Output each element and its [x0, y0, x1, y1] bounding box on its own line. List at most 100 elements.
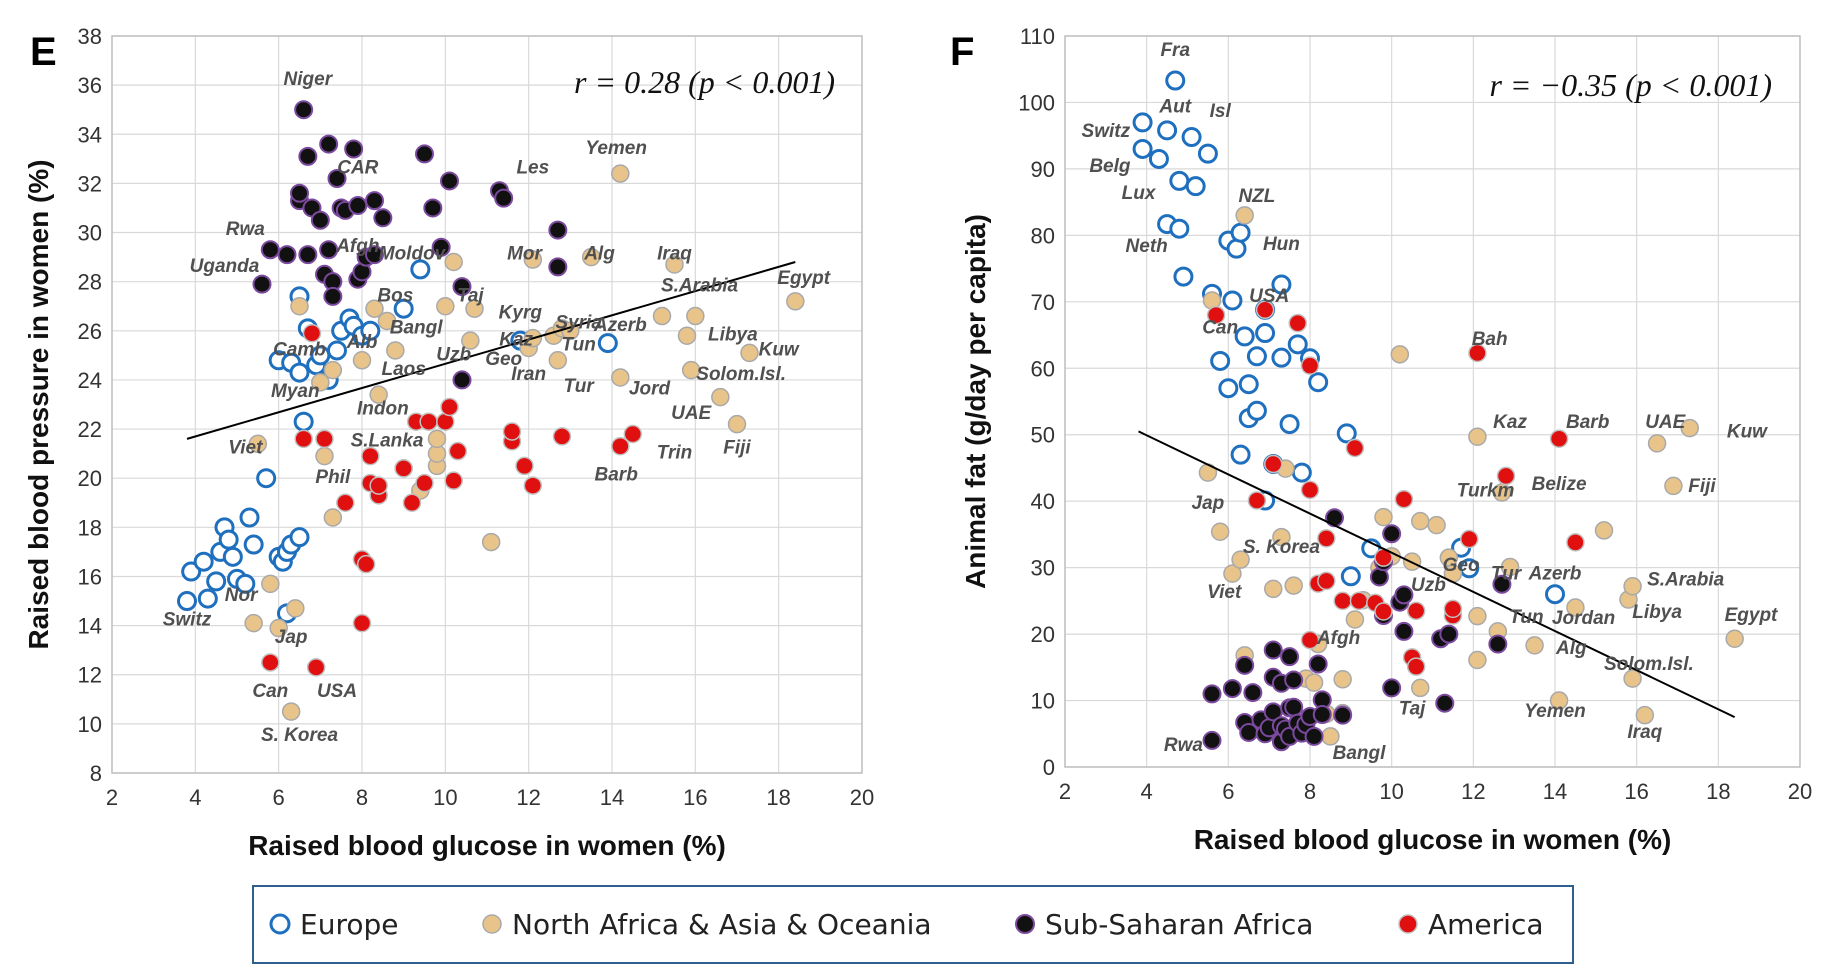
data-point	[1340, 566, 1361, 587]
data-point	[269, 618, 288, 638]
country-label: Jap	[275, 627, 308, 648]
country-label: Kuw	[759, 339, 800, 360]
data-point	[239, 507, 260, 528]
y-tick-label: 30	[78, 221, 102, 246]
data-point	[1169, 218, 1190, 239]
data-point	[244, 613, 263, 633]
data-point	[289, 527, 310, 548]
data-point	[293, 411, 314, 432]
data-point	[1468, 427, 1487, 446]
plot-area	[111, 35, 863, 774]
data-point	[193, 551, 214, 572]
country-label: Viet	[1207, 582, 1242, 603]
data-point	[1333, 705, 1353, 725]
data-point	[1374, 602, 1393, 621]
y-tick-label: 18	[78, 515, 102, 540]
country-label: Neth	[1126, 236, 1168, 257]
data-point	[548, 220, 568, 240]
country-label: Iraq	[1627, 722, 1662, 743]
data-point	[1439, 624, 1459, 644]
y-tick-label: 80	[1031, 223, 1055, 248]
data-point	[465, 299, 484, 318]
country-label: Libya	[1632, 602, 1682, 623]
data-point	[306, 658, 326, 677]
data-point	[1500, 557, 1520, 577]
y-tick-label: 0	[1043, 755, 1055, 780]
data-point	[352, 351, 372, 370]
data-point	[1394, 489, 1414, 509]
country-label: Rwa	[226, 219, 266, 240]
data-point	[1255, 300, 1275, 320]
data-point	[365, 191, 384, 211]
data-point	[298, 146, 318, 166]
country-label: Barb	[595, 465, 639, 486]
country-label: Kyrg	[499, 303, 543, 324]
data-point	[1230, 444, 1251, 465]
x-tick-label: 10	[1379, 779, 1403, 804]
x-tick-label: 10	[433, 785, 457, 810]
legend-item-am: America	[1398, 908, 1544, 941]
data-point	[1390, 345, 1410, 364]
data-point	[727, 414, 747, 434]
data-point	[415, 144, 434, 164]
data-point	[1647, 434, 1667, 453]
y-tick-label: 10	[1031, 689, 1055, 714]
country-label: Rwa	[1164, 735, 1204, 756]
data-point	[1247, 491, 1267, 510]
data-point	[1333, 670, 1352, 689]
data-point	[1132, 138, 1153, 159]
legend-item-eu: Europe	[269, 908, 398, 941]
data-point	[1317, 529, 1336, 548]
country-label: Tun	[1509, 607, 1543, 628]
x-tick-label: 4	[189, 785, 201, 810]
country-label: Alg	[1555, 638, 1587, 659]
country-label: Taj	[1399, 699, 1426, 720]
data-point	[1725, 629, 1744, 648]
country-label: USA	[317, 681, 357, 702]
data-point	[1345, 438, 1365, 458]
country-label: Fiji	[723, 438, 751, 459]
y-tick-label: 50	[1031, 423, 1055, 448]
y-tick-label: 90	[1031, 157, 1055, 182]
plot-area	[1064, 35, 1801, 768]
data-point	[315, 446, 334, 466]
data-point	[1300, 630, 1320, 650]
country-label: Tun	[561, 334, 595, 355]
country-label: Tur	[1491, 564, 1523, 585]
data-point	[361, 446, 380, 466]
country-label: Geo	[485, 349, 522, 370]
country-label: NZL	[1238, 186, 1275, 207]
data-point	[1394, 585, 1414, 605]
data-point	[1222, 679, 1242, 699]
data-point	[1226, 238, 1247, 259]
x-tick-label: 2	[1059, 779, 1071, 804]
data-point	[1435, 693, 1455, 713]
legend: Europe North Africa & Asia & Oceania Sub-S…	[252, 885, 1574, 964]
country-label: CAR	[337, 158, 378, 179]
data-point	[1349, 591, 1369, 611]
data-point	[256, 468, 277, 489]
country-label: Bangl	[390, 317, 444, 338]
data-point	[356, 554, 376, 574]
data-point	[1287, 334, 1308, 355]
data-point	[1173, 266, 1194, 287]
data-point	[1185, 176, 1206, 197]
data-point	[369, 385, 388, 404]
country-label: Azerb	[593, 315, 647, 336]
data-point	[1255, 323, 1276, 344]
country-label: S.Lanka	[351, 430, 424, 451]
data-point	[448, 441, 468, 461]
data-point	[302, 324, 322, 343]
data-point	[206, 571, 227, 592]
data-point	[310, 210, 330, 230]
country-label: USA	[1249, 286, 1289, 307]
x-tick-label: 14	[1543, 779, 1567, 804]
data-point	[386, 341, 405, 360]
country-label: Fiji	[1688, 476, 1716, 497]
data-point	[260, 240, 280, 260]
series-ss	[252, 100, 568, 390]
data-point	[686, 306, 705, 326]
country-label: S. Korea	[1243, 537, 1321, 558]
data-point	[1157, 120, 1178, 141]
